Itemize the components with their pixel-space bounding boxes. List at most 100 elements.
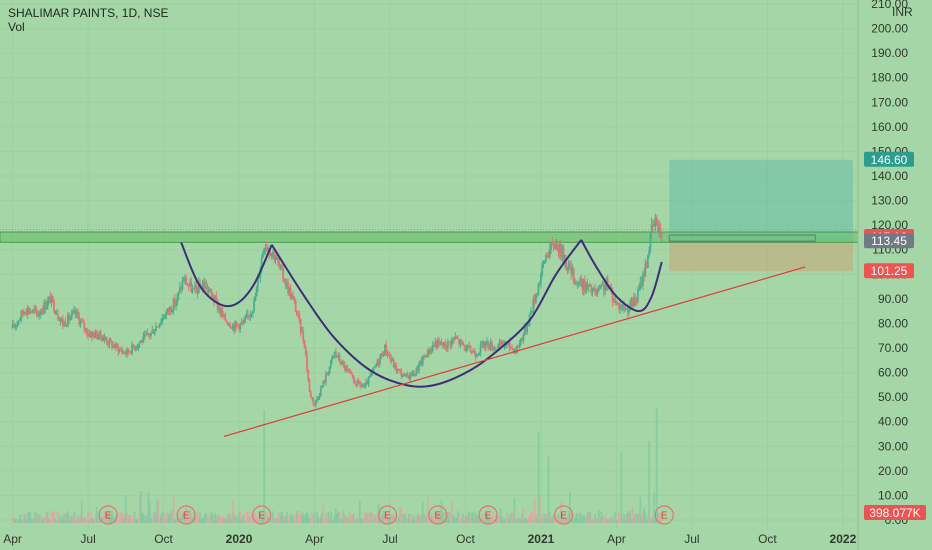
candle-body [341,361,344,365]
candle-body [151,330,154,333]
candle-body [323,380,326,383]
earnings-marker[interactable]: E [428,505,448,525]
volume-bar [514,519,517,523]
earnings-marker[interactable]: E [252,505,272,525]
earnings-marker[interactable]: E [554,505,574,525]
volume-bar [160,514,162,523]
volume-bar [449,513,452,523]
price-tick-label: 50.00 [878,390,908,404]
price-tag: 113.45 [864,233,914,249]
candle-body [406,373,409,376]
position-zones[interactable] [0,159,859,272]
volume-bar [597,509,600,523]
candle-body [511,347,513,349]
volume-bar [509,513,512,523]
candle-body [292,295,295,299]
volume-bar [260,518,263,523]
volume-bar [503,518,506,523]
candle-body [649,232,652,251]
candle-body [14,325,16,328]
candle-body [136,347,139,349]
volume-bar [285,512,288,523]
candle-body [337,355,340,358]
candle-body [306,354,308,370]
earnings-marker[interactable]: E [654,505,674,525]
candle-body [277,257,279,262]
candle-body [205,286,208,289]
candle-body [585,283,588,292]
volume-bar [225,519,228,523]
candle-body [207,291,210,293]
candle-body [498,342,501,346]
volume-bar [51,511,54,523]
candle-body [524,326,527,333]
candle-body [150,332,152,336]
volume-bar [303,516,306,523]
candle-body [653,225,656,227]
volume-bar [527,516,530,523]
candle-body [82,321,84,323]
candle-body [157,326,160,328]
candle-body [160,321,162,324]
volume-bar [585,518,588,523]
volume-bar [40,517,43,523]
cup-and-handle-curve[interactable] [180,241,273,308]
volume-bar [572,519,575,523]
volume-bar [416,513,419,523]
candle-body [219,308,222,314]
volume-bar [424,514,427,523]
candle-body [385,344,388,354]
price-tag: 398.077K [864,505,926,520]
volume-bar [192,511,195,523]
volume-bar [465,515,468,523]
volume-bar [633,516,635,523]
volume-bar [64,513,67,523]
candle-body [335,351,337,356]
candle-body [60,318,63,320]
time-tick-label: Oct [758,532,777,546]
volume-bar [272,511,274,523]
candle-body [264,247,267,249]
volume-bar [168,513,171,523]
volume-bar [296,511,298,523]
earnings-marker[interactable]: E [377,505,398,525]
volume-bar [109,518,112,523]
drawings-layer[interactable] [180,239,806,438]
target-zone[interactable] [669,159,853,242]
candle-body [88,333,91,336]
stop-zone[interactable] [669,241,853,272]
candle-body [516,346,518,353]
volume-bar [468,511,471,523]
symbol-title[interactable]: SHALIMAR PAINTS, 1D, NSE [8,6,168,20]
cup-and-handle-curve[interactable] [270,239,583,388]
candle-body [332,355,335,358]
volume-bar [511,512,513,523]
volume-bar [647,516,649,523]
candle-body [538,282,541,284]
candle-body [195,285,198,289]
volume-bar [523,517,526,523]
volume-bar [450,501,453,523]
candle-body [59,319,62,321]
earnings-marker[interactable]: E [98,505,118,525]
support-trendline[interactable] [223,266,806,438]
volume-indicator-label[interactable]: Vol [8,20,25,34]
volume-bar [293,513,296,523]
volume-bar [19,514,22,523]
earnings-marker[interactable]: E [176,505,196,525]
candle-body [290,295,293,299]
cup-and-handle-curve[interactable] [580,239,663,313]
volume-bar [133,511,136,523]
candle-body [95,331,98,339]
candle-body [165,312,167,318]
time-axis[interactable]: Apr Jul Oct 2020 Apr Jul Oct 2021 Apr Jul Oct 2022 [3,532,856,546]
candle-body [202,282,205,286]
earnings-marker[interactable]: E [478,505,498,525]
volume-bar [472,512,474,523]
volume-bar [185,504,188,523]
candle-body [117,346,120,353]
volume-bar [404,513,406,523]
volume-bar [574,518,576,523]
